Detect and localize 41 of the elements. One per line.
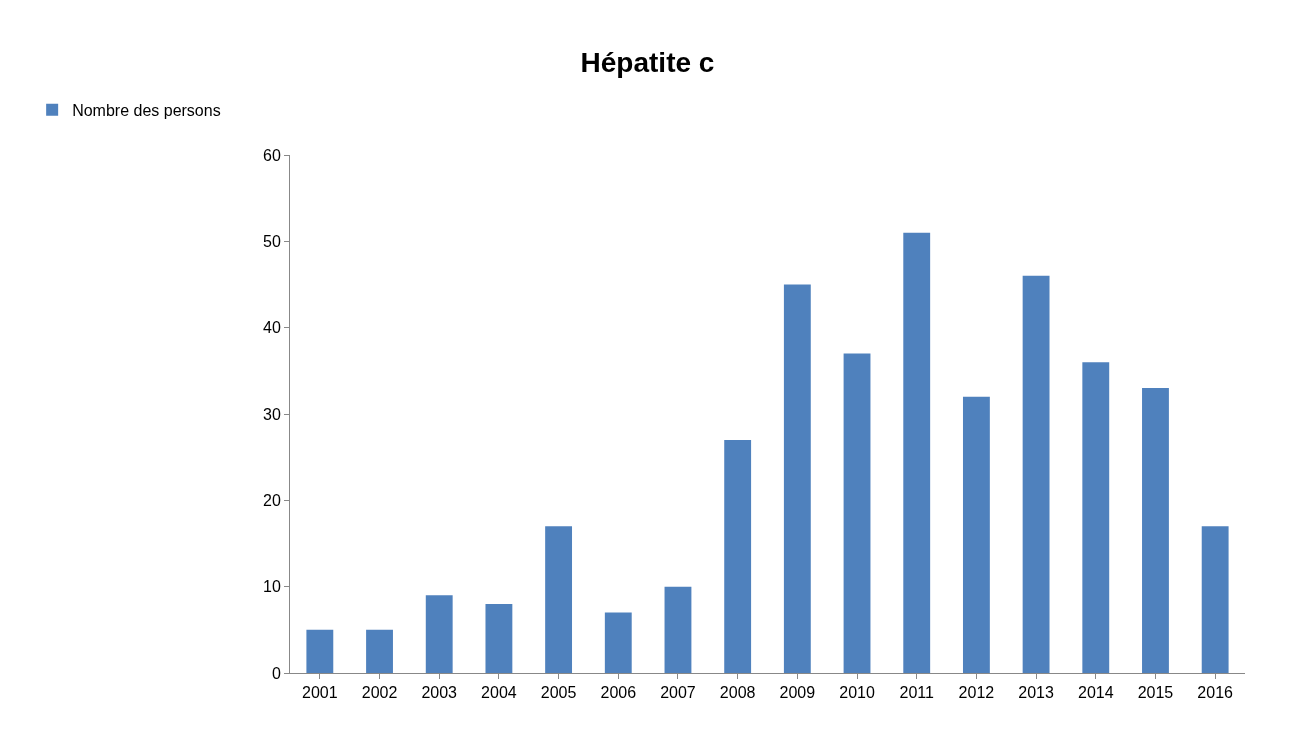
bar: [366, 629, 393, 673]
chart-title: Hépatite c: [580, 47, 715, 79]
y-tick-label: 0: [271, 664, 281, 682]
bar: [962, 396, 990, 673]
x-tick-label: 2011: [899, 684, 935, 702]
x-tick-label: 2014: [1077, 684, 1114, 702]
x-tick-label: 2003: [421, 684, 458, 702]
y-tick-label: 10: [263, 578, 281, 596]
bar: [1022, 275, 1050, 673]
x-tick-label: 2016: [1197, 684, 1234, 702]
x-tick-label: 2015: [1137, 684, 1174, 702]
bar: [545, 526, 573, 673]
bar: [783, 284, 811, 673]
x-tick-label: 2001: [302, 684, 338, 702]
x-tick-label: 2002: [361, 684, 398, 702]
bar: [485, 603, 513, 673]
bar: [306, 629, 334, 673]
y-tick-label: 50: [263, 232, 281, 250]
bar: [664, 586, 692, 673]
y-tick-label: 20: [263, 491, 281, 509]
bar: [843, 353, 871, 673]
legend-label: Nombre des persons: [72, 101, 221, 119]
x-tick-label: 2007: [660, 684, 696, 702]
bar: [903, 232, 931, 673]
y-tick-label: 60: [263, 146, 281, 164]
y-tick-label: 30: [263, 405, 281, 423]
x-tick-label: 2013: [1018, 684, 1054, 702]
bar: [724, 439, 752, 673]
x-tick-label: 2012: [958, 684, 995, 702]
x-tick-label: 2008: [719, 684, 756, 702]
bar: [1142, 388, 1169, 673]
bar: [425, 595, 453, 673]
x-tick-label: 2009: [779, 684, 816, 702]
bar: [1201, 526, 1229, 673]
x-tick-label: 2005: [540, 684, 577, 702]
x-tick-label: 2010: [839, 684, 875, 702]
x-tick-label: 2004: [481, 684, 517, 702]
bar: [1082, 362, 1110, 673]
x-tick-label: 2006: [600, 684, 637, 702]
y-tick-label: 40: [263, 319, 281, 337]
bar: [604, 612, 632, 673]
